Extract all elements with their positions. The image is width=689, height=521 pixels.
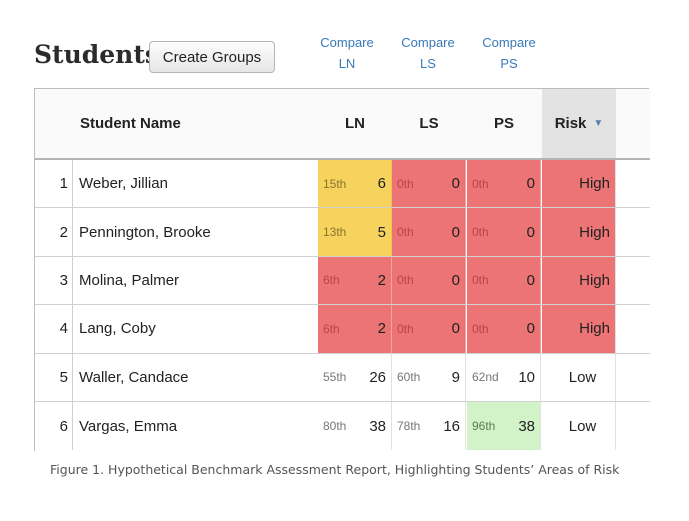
- compare-link-label: Compare: [320, 35, 374, 50]
- header-ps[interactable]: PS: [493, 115, 514, 132]
- ln-score: 5: [377, 223, 386, 241]
- ls-percentile: 60th: [397, 370, 421, 385]
- ps-percentile: 0th: [472, 273, 489, 288]
- ln-score-cell: 55th 26: [318, 353, 392, 401]
- risk-level: High: [542, 160, 616, 208]
- student-name[interactable]: Vargas, Emma: [79, 417, 178, 435]
- student-name[interactable]: Lang, Coby: [79, 320, 156, 338]
- compare-ln-link[interactable]: Compare LN: [312, 32, 382, 74]
- row-number: 5: [35, 353, 73, 401]
- table-row[interactable]: 2 Pennington, Brooke 13th 5 0th 0 0th 0 High: [35, 208, 650, 257]
- risk-level: High: [542, 305, 616, 353]
- ln-percentile: 55th: [323, 370, 347, 385]
- student-report-table: Student Name LN LS PS Risk ▼ 1 Weber, Jil…: [34, 88, 650, 451]
- risk-level: High: [542, 256, 616, 305]
- header-risk[interactable]: Risk ▼: [542, 89, 616, 158]
- header-ls[interactable]: LS: [419, 115, 439, 132]
- ls-percentile: 0th: [397, 321, 414, 336]
- ps-score-cell: 0th 0: [467, 208, 541, 256]
- table-row[interactable]: 4 Lang, Coby 6th 2 0th 0 0th 0 High: [35, 305, 650, 354]
- header-ln[interactable]: LN: [345, 115, 365, 132]
- compare-link-label: Compare: [401, 35, 455, 50]
- ps-percentile: 0th: [472, 321, 489, 336]
- header-student-name[interactable]: Student Name: [80, 115, 181, 132]
- risk-level: Low: [542, 402, 616, 451]
- ln-score-cell: 80th 38: [318, 402, 392, 451]
- table-row[interactable]: 5 Waller, Candace 55th 26 60th 9 62nd 10 Low: [35, 353, 650, 402]
- ps-score-cell: 96th 38: [467, 402, 541, 451]
- ps-percentile: 0th: [472, 225, 489, 240]
- table-row[interactable]: 1 Weber, Jillian 15th 6 0th 0 0th 0 High: [35, 160, 650, 209]
- ls-score: 16: [443, 417, 460, 435]
- ln-percentile: 15th: [323, 176, 347, 191]
- ln-score: 2: [377, 271, 386, 289]
- ls-score: 0: [451, 271, 460, 289]
- student-name[interactable]: Pennington, Brooke: [79, 223, 211, 241]
- ln-percentile: 80th: [323, 419, 347, 434]
- row-number: 2: [35, 208, 73, 256]
- ln-score: 26: [369, 368, 386, 386]
- table-row[interactable]: 6 Vargas, Emma 80th 38 78th 16 96th 38 Low: [35, 402, 650, 451]
- ln-score: 6: [377, 175, 386, 193]
- ps-score: 38: [518, 417, 535, 435]
- create-groups-button[interactable]: Create Groups: [149, 41, 275, 73]
- ls-percentile: 0th: [397, 176, 414, 191]
- ps-score-cell: 0th 0: [467, 305, 541, 353]
- figure-caption: Figure 1. Hypothetical Benchmark Assessm…: [50, 462, 620, 477]
- ls-score: 0: [451, 175, 460, 193]
- ln-score-cell: 6th 2: [318, 256, 392, 305]
- table-header-row: Student Name LN LS PS Risk ▼: [35, 89, 650, 160]
- ls-score: 0: [451, 223, 460, 241]
- ls-score: 0: [451, 320, 460, 338]
- ln-score-cell: 15th 6: [318, 160, 392, 208]
- ls-score-cell: 0th 0: [392, 208, 466, 256]
- ls-score-cell: 0th 0: [392, 256, 466, 305]
- ln-score-cell: 6th 2: [318, 305, 392, 353]
- compare-ls-link[interactable]: Compare LS: [393, 32, 463, 74]
- table-row[interactable]: 3 Molina, Palmer 6th 2 0th 0 0th 0 High: [35, 256, 650, 306]
- ls-score-cell: 60th 9: [392, 353, 466, 401]
- compare-link-subject: LN: [338, 56, 356, 71]
- ln-score: 38: [369, 417, 386, 435]
- compare-ps-link[interactable]: Compare PS: [474, 32, 544, 74]
- ps-percentile: 0th: [472, 176, 489, 191]
- ln-percentile: 6th: [323, 321, 340, 336]
- ls-score-cell: 0th 0: [392, 305, 466, 353]
- header-risk-label: Risk: [554, 115, 587, 132]
- risk-level: High: [542, 208, 616, 256]
- ps-score-cell: 0th 0: [467, 256, 541, 305]
- ls-percentile: 0th: [397, 225, 414, 240]
- student-name[interactable]: Waller, Candace: [79, 368, 189, 386]
- risk-level: Low: [542, 353, 616, 401]
- ps-percentile: 96th: [472, 419, 496, 434]
- sort-descending-icon: ▼: [593, 118, 604, 129]
- page-title: Students: [34, 40, 159, 69]
- ln-percentile: 6th: [323, 273, 340, 288]
- row-number: 3: [35, 256, 73, 305]
- ps-score: 10: [518, 368, 535, 386]
- student-name[interactable]: Molina, Palmer: [79, 271, 180, 289]
- ps-score-cell: 62nd 10: [467, 353, 541, 401]
- ls-percentile: 78th: [397, 419, 421, 434]
- ln-score: 2: [377, 320, 386, 338]
- ps-score-cell: 0th 0: [467, 160, 541, 208]
- ls-score-cell: 0th 0: [392, 160, 466, 208]
- compare-link-label: Compare: [482, 35, 536, 50]
- row-number: 1: [35, 160, 73, 208]
- ln-score-cell: 13th 5: [318, 208, 392, 256]
- compare-link-subject: PS: [500, 56, 518, 71]
- row-number: 4: [35, 305, 73, 353]
- ps-score: 0: [526, 223, 535, 241]
- ls-score: 9: [451, 368, 460, 386]
- ls-score-cell: 78th 16: [392, 402, 466, 451]
- ls-percentile: 0th: [397, 273, 414, 288]
- row-number: 6: [35, 402, 73, 451]
- compare-link-subject: LS: [420, 56, 436, 71]
- ps-score: 0: [526, 320, 535, 338]
- ps-percentile: 62nd: [472, 370, 499, 385]
- ps-score: 0: [526, 271, 535, 289]
- student-name[interactable]: Weber, Jillian: [79, 175, 168, 193]
- ln-percentile: 13th: [323, 225, 347, 240]
- ps-score: 0: [526, 175, 535, 193]
